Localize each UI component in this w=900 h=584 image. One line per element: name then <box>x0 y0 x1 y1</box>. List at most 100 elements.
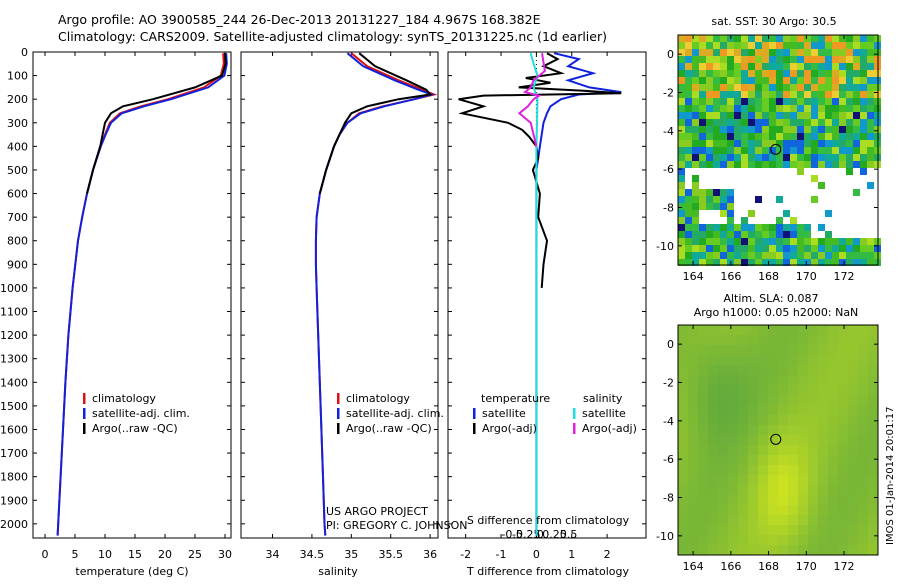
x-tick-label: 34 <box>266 548 280 561</box>
sst-cell <box>783 91 790 98</box>
sst-cell <box>762 231 769 238</box>
sla-cell <box>788 415 798 425</box>
sla-cell <box>678 445 688 455</box>
sst-cell <box>776 126 783 133</box>
sst-cell <box>720 35 727 42</box>
sla-cell <box>858 385 868 395</box>
sst-cell <box>846 98 853 105</box>
sla-cell <box>848 425 858 435</box>
sla-cell <box>768 345 778 355</box>
sst-cell <box>804 84 811 91</box>
sst-cell <box>741 147 748 154</box>
sla-cell <box>768 355 778 365</box>
sst-cell <box>727 238 734 245</box>
sst-cell <box>741 119 748 126</box>
sst-cell <box>776 133 783 140</box>
sla-cell <box>678 345 688 355</box>
sst-cell <box>769 238 776 245</box>
sla-cell <box>798 385 808 395</box>
sla-cell <box>858 345 868 355</box>
sst-cell <box>762 49 769 56</box>
sst-cell <box>846 35 853 42</box>
sst-cell <box>762 56 769 63</box>
sla-cell <box>758 505 768 515</box>
sla-cell <box>708 415 718 425</box>
sst-cell <box>713 35 720 42</box>
sla-cell <box>748 425 758 435</box>
sla-cell <box>788 435 798 445</box>
sst-cell <box>839 252 846 259</box>
x-tick-label: -2 <box>460 548 471 561</box>
sst-cell <box>804 224 811 231</box>
sla-cell <box>838 455 848 465</box>
sla-cell <box>818 505 828 515</box>
sla-cell <box>848 345 858 355</box>
sla-cell <box>708 325 718 335</box>
sla-cell <box>748 455 758 465</box>
sst-cell <box>846 56 853 63</box>
sst-cell <box>678 91 685 98</box>
series-line <box>314 52 436 536</box>
sst-cell <box>769 49 776 56</box>
sst-map-frame <box>677 34 879 266</box>
sla-cell <box>798 445 808 455</box>
sla-cell <box>768 325 778 335</box>
sla-cell <box>708 395 718 405</box>
depth-tick-label: 100 <box>7 70 28 83</box>
sla-cell <box>868 365 878 375</box>
sst-cell <box>678 126 685 133</box>
sla-cell <box>688 325 698 335</box>
sla-cell <box>728 435 738 445</box>
sst-cell <box>734 231 741 238</box>
sst-cell <box>748 126 755 133</box>
sla-cell <box>818 325 828 335</box>
sst-cell <box>727 77 734 84</box>
legend-label: climatology <box>346 392 410 405</box>
sla-cell <box>798 415 808 425</box>
sst-cell <box>713 140 720 147</box>
map-x-label: 168 <box>758 560 779 573</box>
sla-cell <box>848 465 858 475</box>
sla-cell <box>808 365 818 375</box>
sst-cell <box>748 154 755 161</box>
sst-cell <box>713 112 720 119</box>
sst-cell <box>734 259 741 266</box>
sla-cell <box>818 475 828 485</box>
sst-cell <box>734 91 741 98</box>
sla-cell <box>688 405 698 415</box>
sst-cell <box>804 63 811 70</box>
sst-cell <box>832 133 839 140</box>
sla-cell <box>848 495 858 505</box>
sla-cell <box>728 385 738 395</box>
sst-cell <box>846 252 853 259</box>
sla-cell <box>708 375 718 385</box>
sst-cell <box>783 252 790 259</box>
sst-cell <box>790 98 797 105</box>
sla-cell <box>778 535 788 545</box>
sst-cell <box>832 147 839 154</box>
sst-cell <box>720 224 727 231</box>
sla-cell <box>678 525 688 535</box>
sst-cell <box>678 42 685 49</box>
sst-cell <box>762 105 769 112</box>
sst-cell <box>685 238 692 245</box>
sst-cell <box>692 217 699 224</box>
sla-cell <box>858 365 868 375</box>
sst-cell <box>860 238 867 245</box>
sst-cell <box>762 252 769 259</box>
sst-cell <box>783 70 790 77</box>
sla-cell <box>838 535 848 545</box>
sst-cell <box>846 63 853 70</box>
sst-cell <box>860 112 867 119</box>
sla-cell <box>778 525 788 535</box>
sla-cell <box>738 425 748 435</box>
sst-cell <box>853 154 860 161</box>
sla-cell <box>858 455 868 465</box>
sst-cell <box>832 42 839 49</box>
sla-cell <box>788 455 798 465</box>
sst-cell <box>769 77 776 84</box>
sla-cell <box>768 415 778 425</box>
sst-cell <box>762 140 769 147</box>
salinity-series <box>314 52 438 536</box>
sst-cell <box>699 154 706 161</box>
